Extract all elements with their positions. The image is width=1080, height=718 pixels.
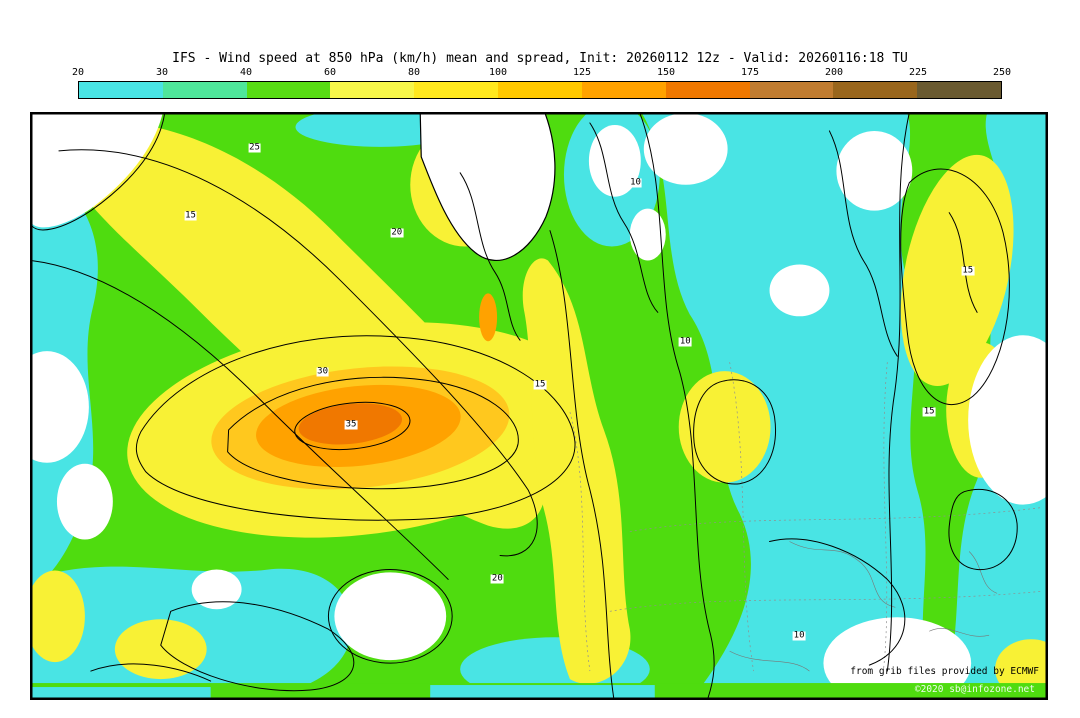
calm-regions (31, 113, 1047, 699)
colorbar-segment (581, 82, 666, 98)
coastline-detail (729, 541, 998, 672)
colorbar-segment (917, 82, 1001, 98)
colorbar (78, 81, 1002, 99)
colorbar-tick-label: 200 (824, 67, 844, 78)
map-frame (31, 113, 1047, 699)
spread-contour-lines (31, 113, 1018, 699)
attribution-ecmwf: from grib files provided by ECMWF (850, 666, 1039, 677)
colorbar-tick-label: 40 (239, 67, 253, 78)
colorbar-tick-label: 20 (71, 67, 85, 78)
colorbar-labels: 20 30 40 60 80 100 125 150 175 200 225 250 (72, 66, 1011, 81)
colorbar-tick-label: 150 (656, 67, 676, 78)
wind-map-canvas (31, 113, 1047, 699)
bottom-wind-stripe (31, 683, 1047, 699)
colorbar-segment (498, 82, 582, 98)
orange-wind-core (211, 293, 510, 490)
colorbar-segment (665, 82, 750, 98)
wind-map: 25 15 20 10 30 35 15 10 15 15 20 10 from grib files… (30, 112, 1048, 700)
attribution-copyright: ©2020 sb@infozone.net (914, 684, 1035, 695)
graticule-lines (569, 362, 1042, 672)
colorbar-wrap: 20 30 40 60 80 100 125 150 175 200 225 250 (72, 66, 1011, 99)
colorbar-tick-label: 175 (740, 67, 760, 78)
colorbar-segment (749, 82, 834, 98)
colorbar-tick-label: 125 (572, 67, 592, 78)
colorbar-segment (414, 82, 499, 98)
chart-title: IFS - Wind speed at 850 hPa (km/h) mean … (172, 51, 908, 66)
colorbar-segment (79, 82, 163, 98)
colorbar-tick-label: 250 (992, 67, 1012, 78)
colorbar-tick-label: 60 (323, 67, 337, 78)
colorbar-segment (246, 82, 331, 98)
colorbar-tick-label: 30 (155, 67, 169, 78)
colorbar-tick-label: 100 (488, 67, 508, 78)
colorbar-segment (162, 82, 247, 98)
colorbar-tick-label: 225 (908, 67, 928, 78)
colorbar-tick-label: 80 (407, 67, 421, 78)
colorbar-segment (833, 82, 918, 98)
colorbar-segment (330, 82, 415, 98)
